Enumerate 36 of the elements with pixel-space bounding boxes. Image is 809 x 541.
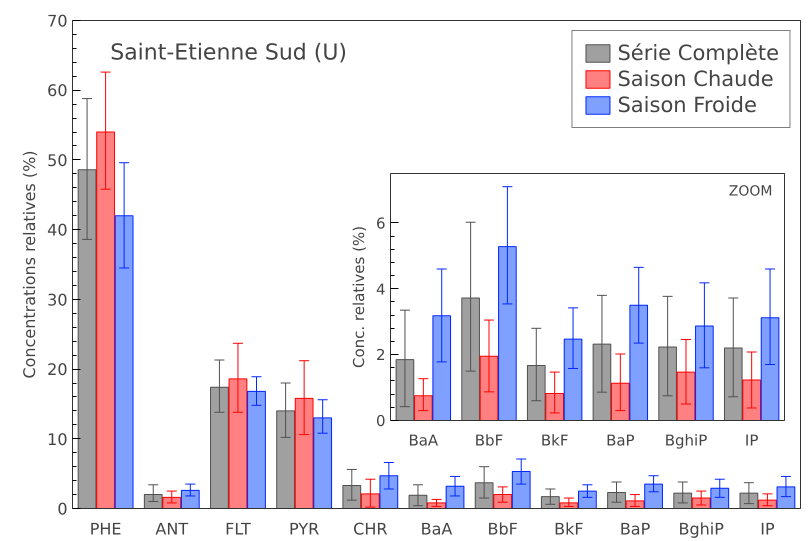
x-tick-label: BaP xyxy=(606,432,635,450)
y-tick-label: 30 xyxy=(47,290,68,310)
x-tick-label: BkF xyxy=(540,432,568,450)
legend-label: Série Complète xyxy=(617,41,779,65)
x-tick-label: BaA xyxy=(420,520,452,538)
x-tick-label: FLT xyxy=(225,520,252,538)
legend-label: Saison Chaude xyxy=(617,67,774,91)
x-tick-label: BbF xyxy=(474,432,504,450)
y-tick-label: 10 xyxy=(47,430,68,449)
x-tick-label: CHR xyxy=(353,520,388,538)
legend-label: Saison Froide xyxy=(617,93,757,117)
x-tick-label: BaA xyxy=(408,432,439,450)
y-tick-label: 0 xyxy=(376,412,386,430)
x-tick-label: BghiP xyxy=(678,520,724,538)
x-tick-label: IP xyxy=(760,520,775,538)
y-tick-label: 50 xyxy=(47,150,68,170)
x-tick-label: IP xyxy=(744,432,758,450)
x-tick-label: BkF xyxy=(554,520,584,538)
x-tick-label: BghiP xyxy=(664,432,708,450)
y-tick-label: 2 xyxy=(376,346,386,364)
y-tick-label: 4 xyxy=(376,280,386,298)
x-tick-label: BbF xyxy=(488,520,518,538)
x-tick-label: PHE xyxy=(90,520,122,538)
x-tick-label: PYR xyxy=(289,520,320,538)
y-axis-title: Concentrations relatives (%) xyxy=(20,150,40,379)
text: Saint-Etienne Sud (U) xyxy=(110,40,348,66)
y-tick-label: 6 xyxy=(376,214,386,232)
x-tick-label: ANT xyxy=(155,520,188,538)
annotation: ZOOM xyxy=(728,184,773,200)
y-tick-label: 0 xyxy=(57,500,68,518)
y-tick-label: 70 xyxy=(47,12,68,30)
x-tick-label: BaP xyxy=(620,520,651,538)
y-tick-label: 40 xyxy=(47,220,68,240)
y-axis-title: Conc. relatives (%) xyxy=(350,226,368,368)
y-tick-label: 20 xyxy=(47,360,68,380)
y-tick-label: 60 xyxy=(47,81,68,100)
